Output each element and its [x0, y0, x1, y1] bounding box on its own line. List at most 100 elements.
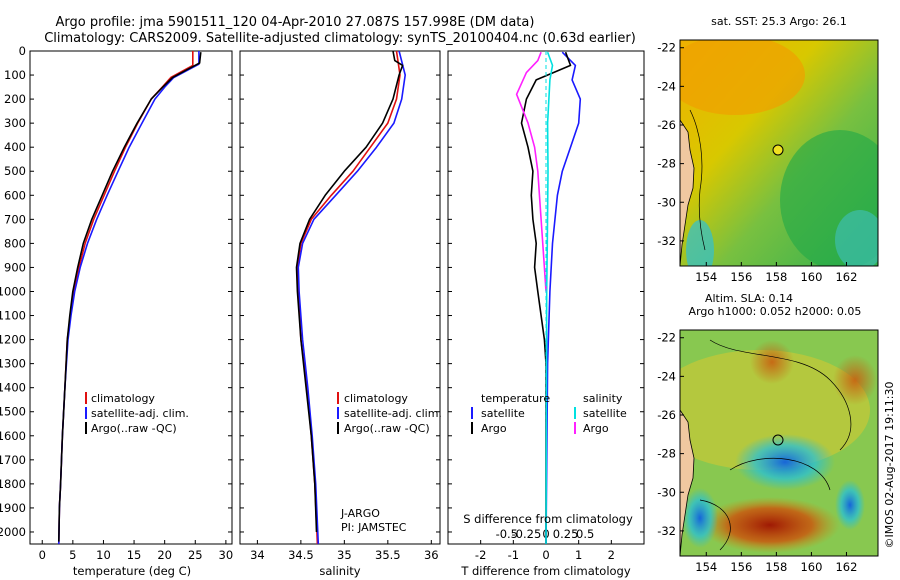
depth-tick-label: 1200 — [0, 333, 26, 347]
map-lat-label: -32 — [657, 234, 676, 248]
x-tick-label: 34 — [250, 548, 265, 562]
s-diff-tick-label: -0.25 — [512, 527, 542, 541]
map-lon-label: 158 — [765, 560, 787, 574]
x-tick-label: 1 — [575, 548, 582, 562]
sst-contour — [689, 109, 706, 251]
depth-tick-label: 2000 — [0, 525, 26, 539]
difference-x-axis: -2 -1 0 1 2 — [475, 540, 615, 562]
series-s-satellite — [545, 51, 554, 545]
difference-legend: temperature salinity satellite Argo sate… — [471, 392, 627, 435]
x-tick-label: 2 — [608, 548, 615, 562]
series-s-argo — [515, 51, 547, 292]
x-tick-label: 35.5 — [375, 548, 401, 562]
profile-series — [58, 50, 582, 545]
temperature-panel — [29, 50, 233, 545]
legend-label-satellite: satellite-adj. clim. — [91, 407, 189, 420]
salinity-difference-axis: -0.5-0.2500.250.5 — [496, 527, 595, 541]
x-tick-label: 36 — [424, 548, 439, 562]
map-lat-label: -24 — [657, 79, 676, 93]
map-lon-label: 160 — [800, 560, 822, 574]
temperature-legend: climatology satellite-adj. clim. Argo(..… — [85, 392, 189, 435]
legend-label-satellite: satellite-adj. clim. — [344, 407, 442, 420]
legend-label-climatology: climatology — [344, 392, 408, 405]
depth-tick-label: 1800 — [0, 477, 26, 491]
temperature-axis-label: temperature (deg C) — [73, 564, 191, 578]
depth-tick-label: 1700 — [0, 453, 26, 467]
argo-location-marker — [772, 144, 784, 156]
map-lat-label: -24 — [657, 369, 676, 383]
float-program-label: J-ARGO — [340, 507, 380, 520]
map-lon-label: 158 — [765, 270, 787, 284]
map-lat-label: -26 — [657, 408, 676, 422]
x-tick-label: 20 — [157, 548, 172, 562]
depth-tick-label: 900 — [4, 260, 26, 274]
sst-coastal-patch — [686, 220, 714, 266]
map-lat-label: -30 — [657, 195, 676, 209]
depth-tick-label: 1400 — [0, 381, 26, 395]
x-tick-label: 15 — [127, 548, 142, 562]
legend-title-salinity: salinity — [583, 392, 623, 405]
depth-tick-label: 1500 — [0, 405, 26, 419]
s-diff-tick-label: 0.5 — [576, 527, 594, 541]
x-tick-label: -1 — [508, 548, 519, 562]
sla-cold-eddy — [735, 434, 835, 490]
sla-warm-eddy-east — [833, 355, 877, 405]
series-argo-raw-qc- — [58, 52, 202, 542]
depth-tick-label: 1600 — [0, 429, 26, 443]
map-lat-label: -22 — [657, 41, 676, 55]
salinity-panel — [239, 50, 441, 545]
sla-coastal-cold — [682, 488, 718, 548]
series-t-satellite — [545, 51, 582, 545]
depth-tick-label: 1900 — [0, 501, 26, 515]
sla-map-subtitle: Argo h1000: 0.052 h2000: 0.05 — [689, 305, 862, 318]
sst-map-axes: 154 156 158 160 162 -22 -24 -26 -28 -30 -32 — [657, 41, 857, 284]
temperature-x-axis: 0 5 10 15 20 25 30 — [39, 540, 234, 562]
x-tick-label: 35 — [337, 548, 352, 562]
series-t-argo — [520, 51, 572, 544]
series-argo-raw-qc- — [295, 50, 404, 533]
map-lon-label: 156 — [730, 270, 752, 284]
map-lon-label: 154 — [695, 560, 717, 574]
land-australia — [680, 119, 695, 266]
legend-label-t-argo: Argo — [481, 422, 507, 435]
figure-title-line2: Climatology: CARS2009. Satellite-adjuste… — [44, 31, 636, 46]
x-tick-label: 0 — [39, 548, 46, 562]
sst-map-frame — [679, 39, 879, 267]
figure-title-line1: Argo profile: jma 5901511_120 04-Apr-201… — [56, 15, 535, 30]
sla-warm-eddy-north — [750, 340, 794, 384]
salinity-x-axis: 34 34.5 35 35.5 36 — [250, 540, 439, 562]
legend-label-climatology: climatology — [91, 392, 155, 405]
x-tick-label: 30 — [219, 548, 234, 562]
sla-map-axes: 154 156 158 160 162 -22 -24 -26 -28 -30 -32 — [657, 331, 857, 574]
depth-tick-label: 500 — [4, 164, 26, 178]
map-lon-label: 154 — [695, 270, 717, 284]
x-tick-label: -2 — [475, 548, 486, 562]
x-tick-label: 10 — [96, 548, 111, 562]
x-tick-label: 0 — [542, 548, 549, 562]
map-lon-label: 156 — [730, 560, 752, 574]
s-diff-tick-label: 0.25 — [553, 527, 579, 541]
sst-map-title: sat. SST: 25.3 Argo: 26.1 — [711, 15, 847, 28]
s-diff-tick-label: -0.5 — [496, 527, 518, 541]
sla-map-frame — [679, 329, 879, 557]
depth-tick-label: 400 — [4, 140, 26, 154]
sla-yellow-band — [680, 350, 870, 470]
depth-tick-label: 200 — [4, 92, 26, 106]
depth-tick-label: 100 — [4, 68, 26, 82]
principal-investigator-label: PI: JAMSTEC — [341, 521, 407, 534]
depth-tick-label: 1000 — [0, 284, 26, 298]
series-climatology — [296, 50, 401, 545]
map-lon-label: 160 — [800, 270, 822, 284]
sla-cold-eddy-east — [835, 480, 865, 530]
t-difference-axis-label: T difference from climatology — [460, 564, 631, 578]
depth-axis: 0 100 200 300 400 500 600 700 800 900 1000 1100 1200… — [0, 44, 644, 539]
map-lat-label: -28 — [657, 447, 676, 461]
depth-tick-label: 1300 — [0, 357, 26, 371]
s-difference-axis-label: S difference from climatology — [463, 512, 633, 526]
sla-contour — [699, 339, 852, 551]
legend-label-argo: Argo(..raw -QC) — [344, 422, 430, 435]
map-lat-label: -28 — [657, 157, 676, 171]
depth-tick-label: 700 — [4, 212, 26, 226]
map-lat-label: -26 — [657, 118, 676, 132]
